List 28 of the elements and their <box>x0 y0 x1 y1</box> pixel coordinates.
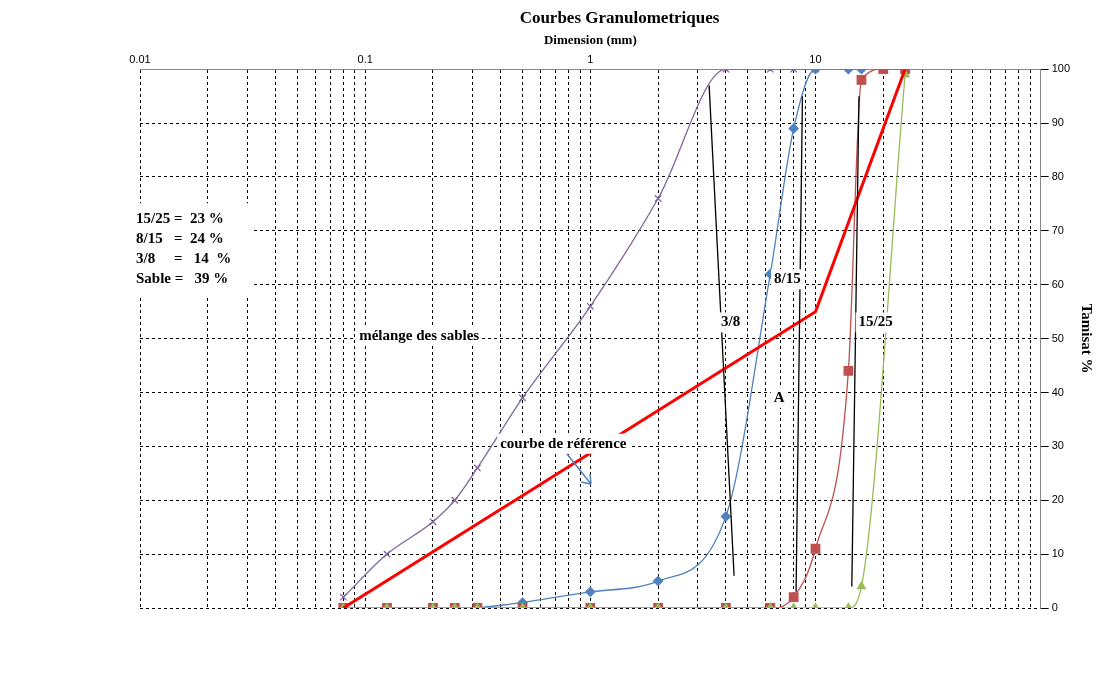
y-tick-label: 10 <box>1051 547 1064 560</box>
y-tick-label: 0 <box>1051 601 1058 614</box>
x-tick-label: 1 <box>587 52 594 65</box>
y-tick-label: 70 <box>1051 223 1064 236</box>
y-tick-label: 40 <box>1051 385 1064 398</box>
x-tick-label: 0.1 <box>357 52 373 65</box>
y-tick-label: 60 <box>1051 277 1064 290</box>
annotation: 8/15 <box>774 270 801 287</box>
y-tick-label: 30 <box>1051 439 1064 452</box>
annotation: courbe de référence <box>500 434 627 451</box>
annotation: A <box>773 388 785 405</box>
annotation: 8/15 = 24 % <box>136 229 224 246</box>
chart-title: Courbes Granulometriques <box>519 7 720 27</box>
annotation: 15/25 = 23 % <box>136 209 224 226</box>
annotation: 3/8 <box>721 313 741 330</box>
y-tick-label: 20 <box>1051 493 1064 506</box>
x-tick-label: 10 <box>809 52 822 65</box>
annotation: Sable = 39 % <box>136 269 229 286</box>
annotation: 3/8 = 14 % <box>136 249 232 266</box>
y-tick-label: 80 <box>1051 169 1064 182</box>
y-tick-label: 50 <box>1051 331 1064 344</box>
y-tick-label: 100 <box>1051 62 1071 75</box>
y-tick-label: 90 <box>1051 116 1064 129</box>
annotation: 15/25 <box>858 313 893 330</box>
annotation: mélange des sables <box>359 326 480 343</box>
y-axis-title: Tamisat % <box>1079 303 1096 374</box>
x-axis-title: Dimension (mm) <box>543 31 637 47</box>
x-tick-label: 0.01 <box>129 52 151 65</box>
